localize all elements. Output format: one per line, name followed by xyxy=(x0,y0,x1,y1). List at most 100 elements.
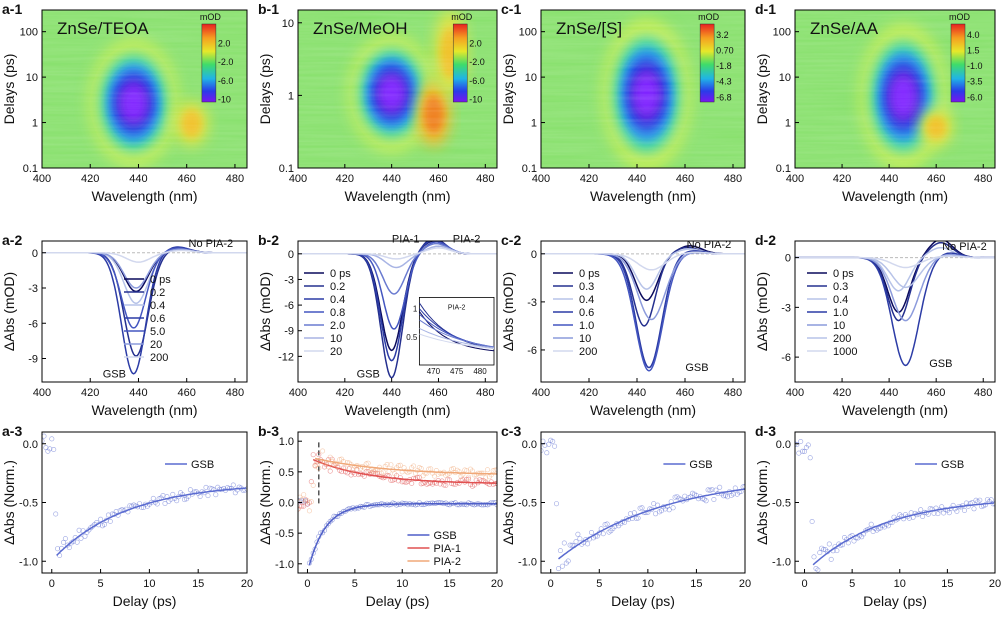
data-point xyxy=(380,469,386,475)
panel-label: c-1 xyxy=(501,1,521,17)
x-tick-label: 15 xyxy=(443,578,455,590)
data-point xyxy=(49,436,55,442)
annotation: No PIA-2 xyxy=(189,238,234,250)
y-tick-label: 1 xyxy=(531,118,537,130)
colorbar-unit: mOD xyxy=(949,12,970,22)
y-axis-label: Delays (ps) xyxy=(754,54,770,125)
x-tick-label: 15 xyxy=(941,578,953,590)
kinetics-frame xyxy=(540,431,746,574)
data-point xyxy=(541,448,544,454)
data-point xyxy=(585,541,591,547)
panel-title: ZnSe/TEOA xyxy=(57,19,149,38)
y-axis-label: ΔAbs (Norm.) xyxy=(257,460,273,545)
legend-label: 1.0 xyxy=(579,320,594,332)
inset-y-tick: 1 xyxy=(413,305,418,314)
kinetics-panel-d-3: GSB d-3 0 5 10 15 20 0.0 -0.5 -1.0 Delay (ps) ΔAbs … xyxy=(754,423,1001,609)
colorbar-tick-label: -1.0 xyxy=(967,61,983,71)
data-point xyxy=(333,514,339,520)
y-tick-label: 0.5 xyxy=(279,467,294,479)
data-point xyxy=(388,462,394,468)
x-tick-label: 10 xyxy=(396,578,408,590)
colorbar-tick-label: 1.5 xyxy=(967,46,980,56)
x-tick-label: 400 xyxy=(786,387,804,399)
legend: GSB xyxy=(663,459,713,471)
y-tick-label: 0.0 xyxy=(522,439,537,451)
panel-label: a-2 xyxy=(2,232,22,248)
spectrum-line-0.6 xyxy=(42,246,247,375)
data-point xyxy=(327,454,333,460)
colorbar-tick-label: -10 xyxy=(469,95,482,105)
data-point xyxy=(557,548,563,554)
data-point xyxy=(604,521,610,527)
data-point xyxy=(834,548,840,554)
data-point xyxy=(653,511,659,517)
y-tick-label: 10 xyxy=(26,72,38,84)
panel-title: ZnSe/AA xyxy=(810,19,879,38)
data-point xyxy=(217,486,223,492)
spectrum-line-20 xyxy=(298,247,497,260)
data-point xyxy=(456,469,462,475)
annotation: GSB xyxy=(357,369,380,381)
legend-label: PIA-2 xyxy=(433,556,461,568)
x-axis-label: Delay (ps) xyxy=(366,593,430,609)
data-point xyxy=(561,540,567,546)
spectrum-line-200 xyxy=(541,251,745,271)
data-point xyxy=(600,531,606,537)
x-axis-label: Wavelength (nm) xyxy=(590,188,696,204)
y-axis-label: Delays (ps) xyxy=(500,54,516,125)
y-tick-label: 0.1 xyxy=(23,163,38,175)
legend-label: 0.2 xyxy=(150,287,165,299)
y-tick-label: 10 xyxy=(779,72,791,84)
spectrum-line-0-ps xyxy=(42,248,247,293)
data-point xyxy=(577,536,583,542)
spectra-frame xyxy=(41,240,248,383)
data-point xyxy=(197,493,203,499)
heatmap-panel-a-1: mOD 2.0 -2.0 -6.0 -10 ZnSe/TEOA a-1 400 420 440 46… xyxy=(1,1,248,204)
y-tick-label: 0.0 xyxy=(279,498,294,510)
heatmap-panel-b-1: mOD 2.0 -2.0 -6.0 -10 ZnSe/MeOH b-1 400 420 440 46… xyxy=(257,1,498,204)
data-point xyxy=(639,505,645,511)
data-point xyxy=(168,496,174,502)
x-tick-label: 20 xyxy=(241,578,253,590)
legend-label: 10 xyxy=(579,333,591,345)
series-group xyxy=(541,437,745,572)
data-point xyxy=(800,448,806,454)
spectra-frame xyxy=(540,240,746,383)
data-point xyxy=(244,486,247,492)
data-point xyxy=(550,438,556,444)
data-point xyxy=(298,497,301,503)
y-tick-label: -1.0 xyxy=(518,556,537,568)
data-point xyxy=(977,497,983,503)
y-tick-label: -0.5 xyxy=(275,528,294,540)
data-point xyxy=(76,527,82,533)
spectrum-line-200 xyxy=(795,255,995,289)
colorbar-bar xyxy=(699,23,715,103)
y-tick-label: -1.0 xyxy=(772,556,791,568)
inset-x-tick: 480 xyxy=(473,367,487,376)
data-point xyxy=(809,518,815,524)
data-point xyxy=(705,487,711,493)
data-point xyxy=(335,463,341,469)
legend-label: 0.2 xyxy=(330,281,345,293)
x-tick-label: 460 xyxy=(178,387,196,399)
series-group xyxy=(298,442,497,566)
x-tick-label: 480 xyxy=(724,387,742,399)
x-tick-label: 0 xyxy=(548,578,554,590)
colorbar-tick-label: 0.70 xyxy=(716,46,734,56)
colorbar-tick-label: -6.8 xyxy=(716,92,732,102)
x-tick-label: 420 xyxy=(81,387,99,399)
y-tick-label: -6 xyxy=(284,300,294,312)
x-axis-label: Wavelength (nm) xyxy=(842,188,948,204)
data-point xyxy=(631,510,637,516)
y-tick-label: 100 xyxy=(773,27,791,39)
legend-label: PIA-1 xyxy=(433,543,461,555)
legend-label: 20 xyxy=(150,339,162,351)
x-tick-label: 20 xyxy=(491,578,503,590)
data-point xyxy=(170,491,176,497)
x-tick-label: 20 xyxy=(989,578,1001,590)
